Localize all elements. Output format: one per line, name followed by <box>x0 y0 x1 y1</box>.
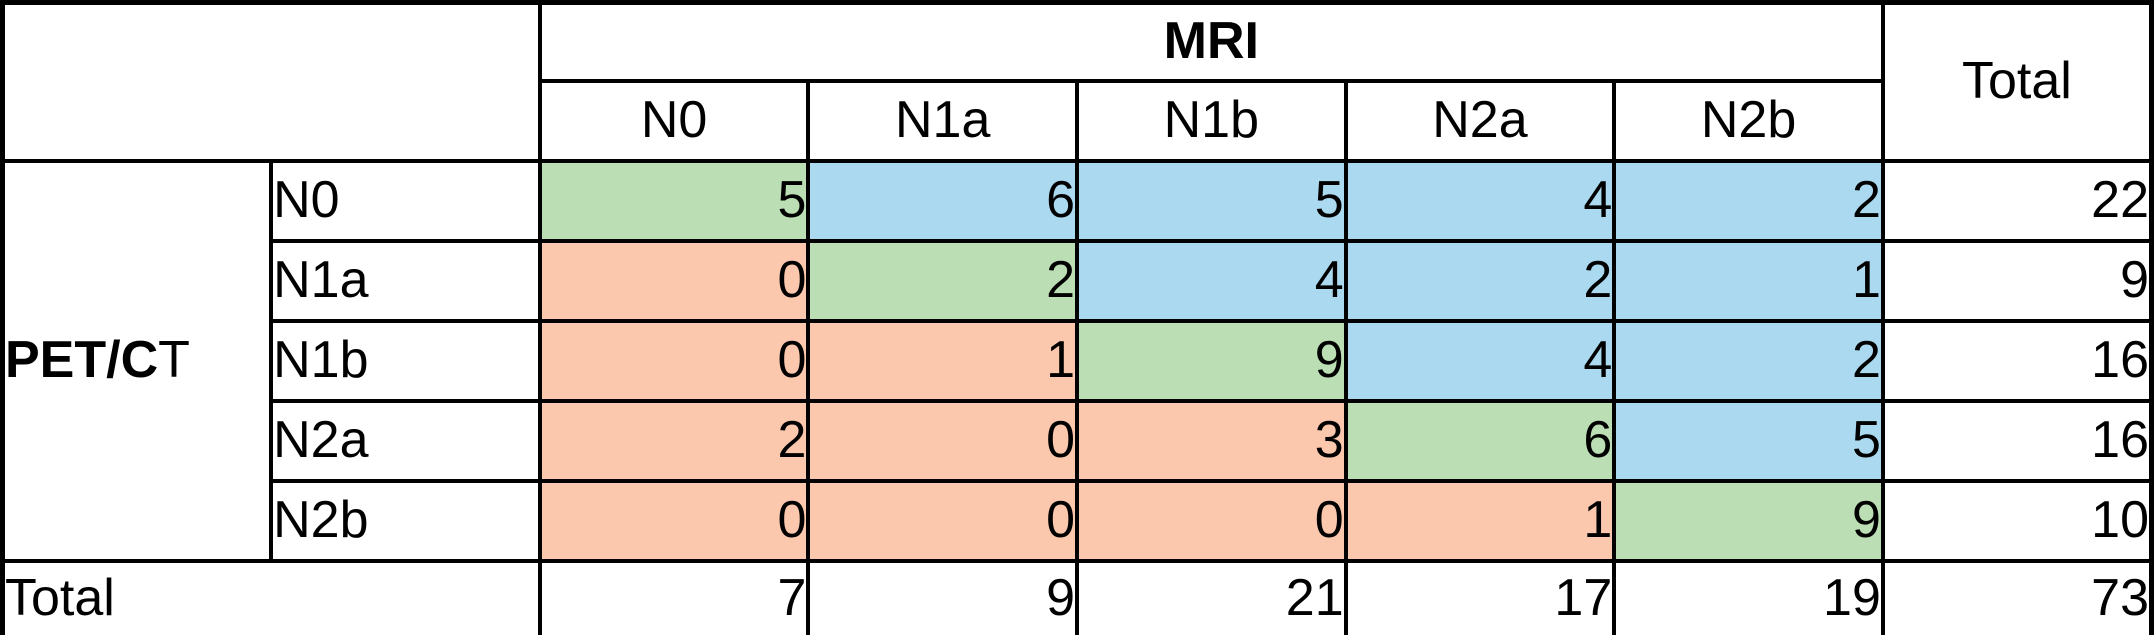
row-total: 16 <box>1880 318 2154 403</box>
matrix-cell: 1 <box>1612 238 1885 323</box>
matrix-cell: 1 <box>1343 478 1617 563</box>
matrix-cell: 0 <box>537 318 811 403</box>
matrix-cell: 9 <box>1612 478 1885 563</box>
matrix-cell: 2 <box>537 398 811 483</box>
matrix-cell: 2 <box>1343 238 1617 323</box>
petct-label-bold-part: PET/C <box>5 330 159 389</box>
row-label-n0: N0 <box>269 158 542 243</box>
petct-label-regular-part: T <box>158 330 190 389</box>
column-header-n2a: N2a <box>1343 78 1617 163</box>
column-total: 9 <box>806 558 1079 635</box>
matrix-cell: 2 <box>1612 318 1885 403</box>
column-total: 17 <box>1343 558 1617 635</box>
header-row-group: MRI Total <box>0 0 2154 163</box>
matrix-cell: 4 <box>1075 238 1348 323</box>
matrix-cell: 0 <box>1075 478 1348 563</box>
matrix-cell: 6 <box>806 158 1079 243</box>
top-left-empty-cell <box>0 0 542 163</box>
table-row: PET/CT N0 5 6 5 4 2 22 <box>0 158 2154 563</box>
row-total: 22 <box>1880 158 2154 243</box>
matrix-cell: 2 <box>1612 158 1885 243</box>
matrix-cell: 0 <box>806 398 1079 483</box>
total-column-header: Total <box>1880 0 2154 163</box>
matrix-cell: 0 <box>537 238 811 323</box>
matrix-cell: 3 <box>1075 398 1348 483</box>
matrix-cell: 1 <box>806 318 1079 403</box>
table-row: N2a 2 0 3 6 5 16 <box>3 398 2154 483</box>
table-row: N1a 0 2 4 2 1 9 <box>3 238 2154 323</box>
matrix-cell: 0 <box>806 478 1079 563</box>
column-header-n2b: N2b <box>1612 78 1885 163</box>
matrix-cell: 0 <box>537 478 811 563</box>
column-header-n1a: N1a <box>806 78 1079 163</box>
table-row: N2b 0 0 0 1 9 10 <box>3 478 2154 563</box>
petct-group-header: PET/CT <box>0 158 274 563</box>
matrix-cell: 2 <box>806 238 1079 323</box>
column-header-n1b: N1b <box>1075 78 1348 163</box>
row-label-n1a: N1a <box>269 238 542 323</box>
row-label-n2a: N2a <box>269 398 542 483</box>
column-total: 21 <box>1075 558 1348 635</box>
column-header-n0: N0 <box>537 78 811 163</box>
matrix-cell: 5 <box>537 158 811 243</box>
matrix-cell: 5 <box>1612 398 1885 483</box>
table-row: N1b 0 1 9 4 2 16 <box>3 318 2154 403</box>
matrix-cell: 4 <box>1343 158 1617 243</box>
row-label-n2b: N2b <box>269 478 542 563</box>
matrix-cell: 9 <box>1075 318 1348 403</box>
column-total: 19 <box>1612 558 1885 635</box>
totals-row: Total 7 9 21 17 19 73 <box>0 558 2154 635</box>
mri-group-header: MRI <box>537 0 1885 83</box>
row-total: 16 <box>1880 398 2154 483</box>
matrix-cell: 6 <box>1343 398 1617 483</box>
row-total: 9 <box>1880 238 2154 323</box>
row-label-n1b: N1b <box>269 318 542 403</box>
column-total: 7 <box>537 558 811 635</box>
row-total: 10 <box>1880 478 2154 563</box>
grand-total: 73 <box>1880 558 2154 635</box>
header-row-categories: N0 N1a N1b N2a N2b <box>3 78 2152 163</box>
matrix-cell: 5 <box>1075 158 1348 243</box>
matrix-cell: 4 <box>1343 318 1617 403</box>
total-row-label: Total <box>0 558 542 635</box>
